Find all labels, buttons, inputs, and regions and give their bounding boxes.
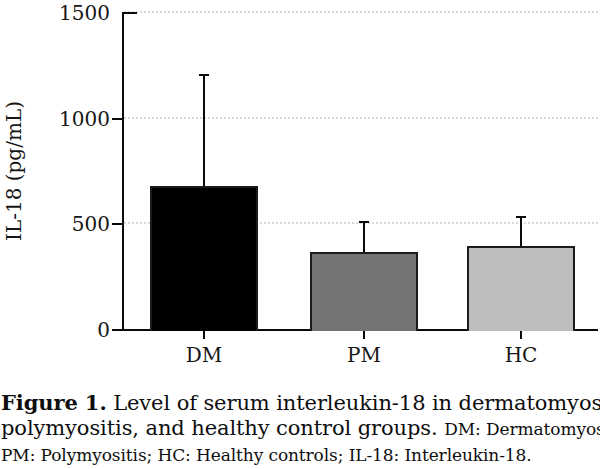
gridline-1000 <box>124 117 598 119</box>
error-cap-dm <box>199 74 209 76</box>
y-tick-label-0: 0 <box>30 317 110 343</box>
y-axis-title: IL-18 (pg/mL) <box>2 101 26 241</box>
bar-dm <box>150 186 258 331</box>
y-tick-500 <box>112 223 122 225</box>
error-bar-dm <box>203 75 205 186</box>
x-tick-label-hc: HC <box>466 343 576 367</box>
caption-figure-label: Figure 1. <box>1 390 107 415</box>
y-tick-label-1000: 1000 <box>30 106 110 132</box>
x-tick-label-pm: PM <box>309 343 419 367</box>
figure-caption: Figure 1. Level of serum interleukin-18 … <box>1 390 599 468</box>
caption-line-1: Figure 1. Level of serum interleukin-18 … <box>1 390 599 416</box>
y-axis-line <box>122 12 124 331</box>
error-cap-pm <box>359 221 369 223</box>
y-tick-label-500: 500 <box>30 211 110 237</box>
y-tick-0 <box>112 329 122 331</box>
caption-text-part2: polymyositis, and healthy control groups… <box>1 416 438 440</box>
x-tick-dm <box>203 331 205 339</box>
error-bar-hc <box>520 217 522 246</box>
gridline-1500 <box>124 11 598 13</box>
caption-abbrev-part2: PM: Polymyositis; HC: Healthy controls; … <box>1 445 532 465</box>
bar-hc <box>467 246 575 331</box>
caption-abbrev-part1: DM: Dermatomyositis; <box>444 419 600 439</box>
x-tick-label-dm: DM <box>149 343 259 367</box>
caption-line-3: PM: Polymyositis; HC: Healthy controls; … <box>1 442 599 468</box>
caption-text-part1: Level of serum interleukin-18 in dermato… <box>113 391 600 415</box>
y-tick-label-1500: 1500 <box>30 0 110 26</box>
x-tick-hc <box>520 331 522 339</box>
y-axis-top-hook <box>124 12 137 14</box>
bar-pm <box>310 252 418 331</box>
error-bar-pm <box>363 222 365 252</box>
error-cap-hc <box>516 216 526 218</box>
figure-page: IL-18 (pg/mL) 0 500 1000 1500 DM PM HC Figure … <box>0 0 600 469</box>
x-tick-pm <box>363 331 365 339</box>
il18-bar-chart: IL-18 (pg/mL) 0 500 1000 1500 DM PM HC <box>0 0 600 386</box>
caption-line-2: polymyositis, and healthy control groups… <box>1 416 599 442</box>
y-tick-1000 <box>112 118 122 120</box>
